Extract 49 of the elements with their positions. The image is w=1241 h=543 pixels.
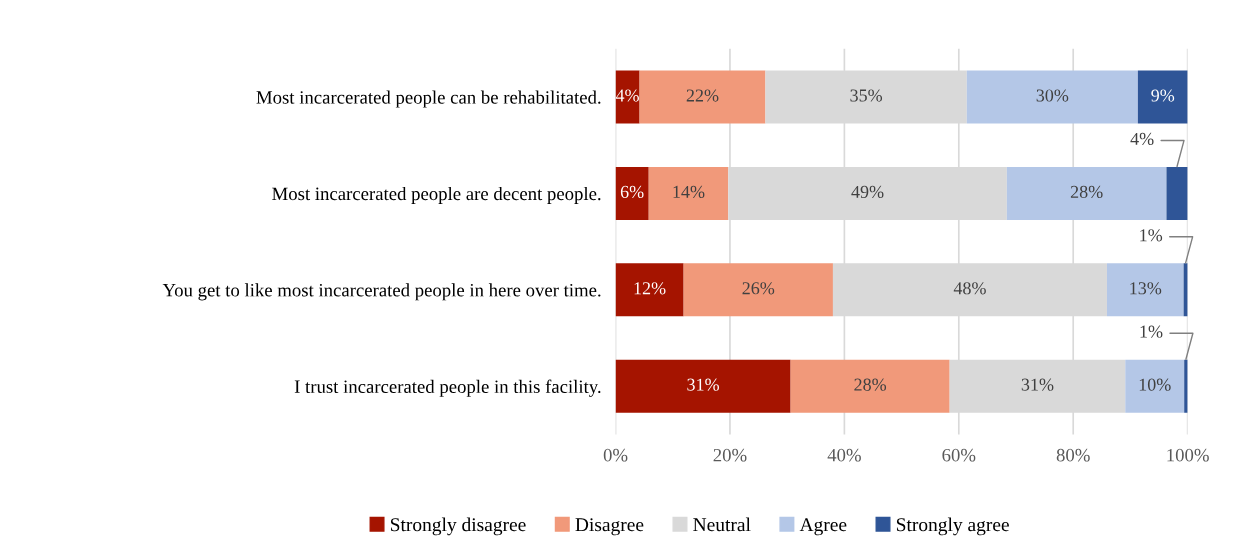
data-label: 35% (850, 89, 883, 102)
data-label: 6% (620, 185, 644, 199)
legend-label: Agree (799, 518, 847, 536)
x-tick-label: 80% (1056, 448, 1090, 462)
bar (790, 359, 950, 413)
data-label: 4% (615, 89, 639, 102)
legend-label: Neutral (693, 517, 751, 532)
data-label: 28% (1070, 185, 1103, 199)
bar (966, 70, 1138, 124)
data-label: 22% (686, 89, 719, 102)
legend-label: Disagree (575, 518, 644, 536)
bar (615, 70, 640, 124)
x-tick-label: 100% (1167, 448, 1209, 462)
x-tick-label: 60% (942, 448, 976, 462)
x-tick-label: 0% (603, 448, 628, 462)
data-label: 14% (673, 185, 705, 199)
data-label: 28% (854, 378, 887, 391)
data-label: 30% (1036, 89, 1069, 102)
data-label: 4% (1130, 132, 1154, 146)
bar (1166, 166, 1188, 220)
data-label: 9% (1151, 89, 1175, 102)
data-label: 49% (851, 185, 884, 199)
bar (1106, 263, 1184, 317)
data-label: 31% (1021, 378, 1054, 391)
bar (1125, 359, 1185, 413)
data-label: 13% (1130, 282, 1162, 295)
data-label: 48% (953, 282, 986, 295)
bar (615, 263, 684, 317)
legend-label: Strongly agree (896, 517, 1009, 536)
bar (1006, 166, 1167, 220)
y-tick-label: Most incarcerated people can be rehabilitated. (256, 90, 601, 108)
x-tick-label: 20% (713, 448, 747, 462)
data-label: 1% (1140, 229, 1163, 242)
x-tick-label: 40% (827, 448, 861, 462)
bar (639, 70, 766, 124)
data-label: 12% (634, 282, 666, 295)
data-label: 10% (1139, 378, 1171, 391)
bar (648, 166, 729, 220)
bar (1137, 70, 1188, 124)
legend-label: Strongly disagree (390, 517, 526, 536)
y-tick-label: You get to like most incarcerated people in here over time. (162, 283, 601, 301)
data-label: 26% (742, 282, 775, 295)
data-label: 1% (1140, 325, 1163, 338)
bar (615, 359, 791, 413)
y-tick-label: I trust incarcerated people in this facility. (294, 379, 601, 397)
y-tick-label: Most incarcerated people are decent people. (272, 186, 601, 204)
bar (615, 166, 649, 220)
data-label: 31% (687, 378, 719, 391)
bar (683, 263, 833, 317)
